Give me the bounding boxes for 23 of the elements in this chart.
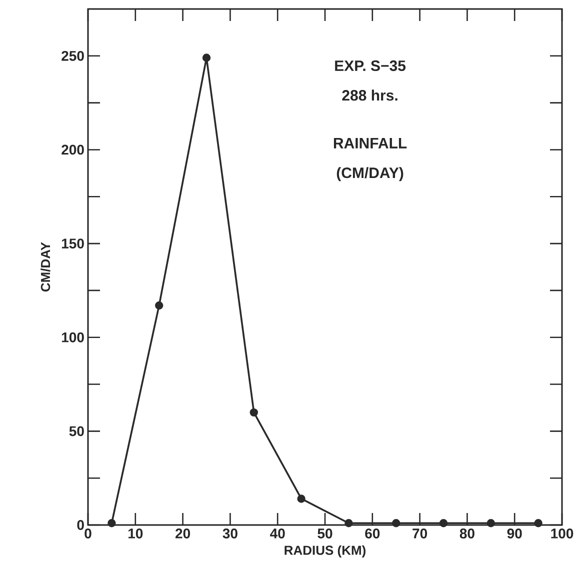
y-tick-label: 150 (62, 238, 84, 249)
x-tick-label: 0 (84, 528, 92, 538)
x-tick-label: 80 (460, 528, 474, 538)
annotation: EXP. S−35 (335, 60, 406, 72)
x-tick-label: 40 (270, 528, 285, 538)
y-tick-label: 50 (69, 426, 84, 436)
annotation: 288 hrs. (342, 90, 398, 101)
x-tick-label: 50 (318, 528, 332, 538)
x-tick-label: 100 (551, 528, 574, 538)
y-axis-title: CM/DAY (40, 242, 50, 292)
y-tick-label: 200 (62, 144, 84, 155)
x-tick-label: 70 (412, 528, 428, 538)
y-tick-label: 0 (77, 520, 84, 530)
annotation: RAINFALL (334, 138, 407, 148)
x-axis-title: RADIUS (KM) (284, 545, 366, 558)
x-tick-label: 60 (365, 528, 380, 538)
x-tick-label: 90 (507, 528, 522, 538)
y-tick-label: 100 (62, 332, 84, 342)
annotation: (CM/DAY) (336, 167, 404, 182)
x-tick-label: 30 (222, 528, 238, 538)
x-tick-label: 20 (176, 528, 190, 538)
y-tick-label: 250 (62, 50, 84, 61)
x-tick-label: 10 (128, 528, 143, 538)
